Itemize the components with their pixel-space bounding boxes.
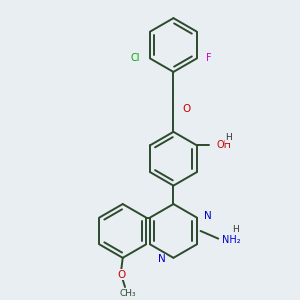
- Text: H: H: [226, 133, 232, 142]
- Text: OH: OH: [217, 140, 232, 150]
- Text: O: O: [117, 270, 125, 280]
- Text: O: O: [182, 104, 190, 114]
- Text: CH₃: CH₃: [119, 289, 136, 298]
- Text: N: N: [204, 211, 212, 221]
- Text: H: H: [232, 225, 238, 234]
- Text: N: N: [158, 254, 166, 264]
- Text: Cl: Cl: [131, 53, 140, 64]
- Text: NH₂: NH₂: [222, 235, 241, 245]
- Text: F: F: [206, 53, 211, 64]
